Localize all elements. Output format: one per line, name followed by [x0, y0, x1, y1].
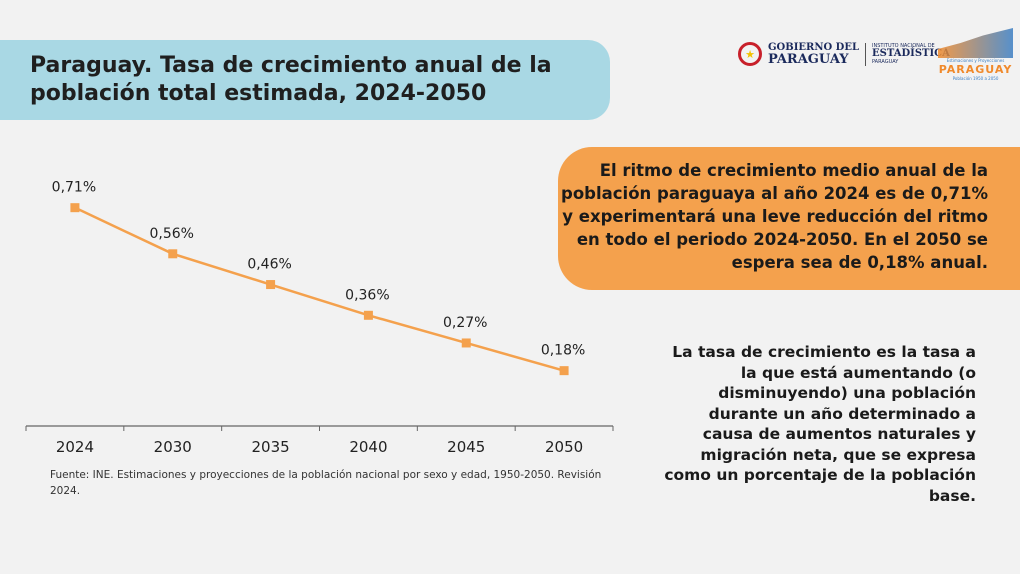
data-point [70, 203, 80, 213]
x-tick-label: 2030 [154, 438, 192, 456]
x-tick-label: 2050 [545, 438, 583, 456]
highlight-text: El ritmo de crecimiento medio anual de l… [561, 161, 988, 272]
x-tick-label: 2024 [56, 438, 94, 456]
source-note: Fuente: INE. Estimaciones y proyecciones… [50, 469, 602, 497]
gobierno-line1: GOBIERNO DEL [768, 42, 859, 53]
x-tick-label: 2040 [349, 438, 387, 456]
data-point [461, 338, 471, 348]
data-point [266, 280, 276, 290]
x-tick-label: 2035 [251, 438, 289, 456]
gobierno-line2: PARAGUAY [768, 52, 849, 67]
data-point [363, 310, 373, 320]
data-label: 0,18% [541, 343, 585, 359]
proj-line2: PARAGUAY [938, 63, 1013, 76]
data-point [559, 366, 569, 376]
series-line [74, 206, 565, 372]
definition-text: La tasa de crecimiento es la tasa a la q… [664, 343, 976, 505]
data-label: 0,56% [150, 226, 194, 242]
proj-line3: Población 1950 a 2050 [952, 76, 999, 81]
title-banner: Paraguay. Tasa de crecimiento anual de l… [0, 40, 610, 120]
ine-line3: PARAGUAY [871, 58, 899, 65]
highlight-box: El ritmo de crecimiento medio anual de l… [558, 147, 1020, 290]
ine-line2: ESTADÍSTICA [871, 47, 950, 59]
logos: ★ GOBIERNO DEL PARAGUAY INSTITUTO NACIONA… [738, 28, 1018, 98]
x-tick-label: 2045 [447, 438, 485, 456]
data-label: 0,71% [52, 180, 96, 196]
data-label: 0,36% [345, 287, 389, 303]
projections-logo: Estimaciones y Proyecciones PARAGUAY Pob… [938, 28, 1013, 81]
page-title: Paraguay. Tasa de crecimiento anual de l… [30, 53, 552, 106]
data-label: 0,27% [443, 315, 487, 331]
ine-logo: INSTITUTO NACIONAL DE ESTADÍSTICA PARAGU… [864, 42, 950, 66]
star-seal-icon: ★ [738, 42, 762, 66]
proj-line1: Estimaciones y Proyecciones [946, 58, 1005, 63]
data-label: 0,46% [247, 257, 291, 273]
ine-line1: INSTITUTO NACIONAL DE [871, 42, 935, 49]
data-point [168, 249, 178, 259]
gobierno-logo: ★ GOBIERNO DEL PARAGUAY INSTITUTO NACIONA… [738, 42, 950, 66]
